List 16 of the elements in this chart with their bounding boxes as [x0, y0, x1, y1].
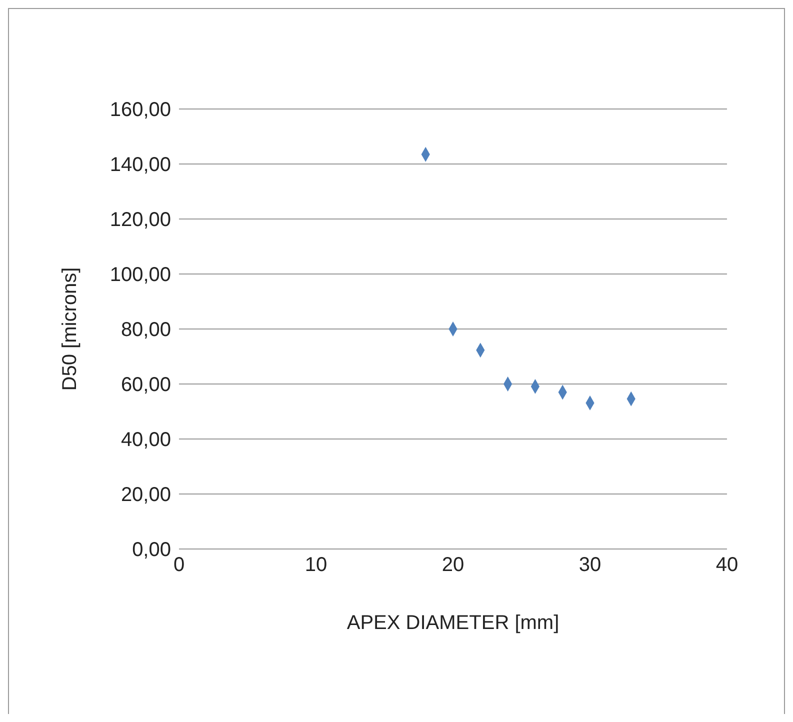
- x-tick-label: 10: [304, 554, 328, 576]
- y-tick-label: 120,00: [110, 209, 171, 232]
- x-tick-label: 40: [716, 554, 738, 576]
- x-tick-label: 20: [442, 554, 464, 576]
- y-tick-label: 160,00: [110, 99, 171, 122]
- y-tick-label: 20,00: [120, 484, 171, 506]
- y-tick-label: 60,00: [120, 374, 171, 396]
- y-tick-label: 0,00: [132, 539, 171, 562]
- x-tick-label: 30: [578, 554, 602, 576]
- y-tick-label: 80,00: [120, 319, 171, 342]
- y-tick-label: 140,00: [110, 154, 171, 176]
- x-tick-label: 0: [173, 554, 185, 576]
- y-tick-label: 40,00: [120, 429, 171, 452]
- y-axis-title: D50 [microns]: [59, 267, 82, 391]
- y-tick-label: 100,00: [110, 264, 171, 286]
- x-axis-title: APEX DIAMETER [mm]: [346, 612, 560, 634]
